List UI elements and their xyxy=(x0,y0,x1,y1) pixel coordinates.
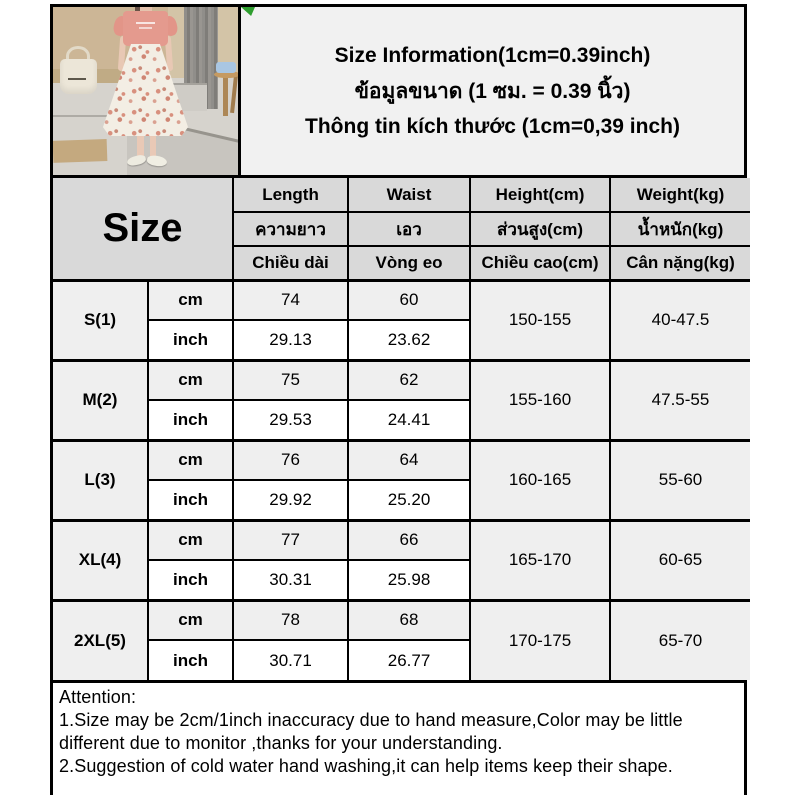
length-cm-value: 74 xyxy=(232,278,350,321)
unit-cell: cm xyxy=(146,358,235,401)
size-chart-content: Size Information(1cm=0.39inch) ข้อมูลขนา… xyxy=(50,4,752,796)
waist-inch-value: 24.41 xyxy=(347,399,472,441)
weight-range: 60-65 xyxy=(609,518,752,601)
unit-cell: cm xyxy=(146,518,235,561)
size-table: Size Length Waist Height(cm) Weight(kg) … xyxy=(51,177,752,681)
top-band: Size Information(1cm=0.39inch) ข้อมูลขนา… xyxy=(53,7,744,178)
col-header-height-th: ส่วนสูง(cm) xyxy=(469,211,612,247)
height-range: 160-165 xyxy=(469,438,612,521)
title-english: Size Information(1cm=0.39inch) xyxy=(334,43,651,67)
unit-cell: inch xyxy=(146,639,235,681)
size-label-l: L(3) xyxy=(52,438,149,521)
col-header-length-en: Length xyxy=(232,177,350,213)
unit-cell: inch xyxy=(146,479,235,521)
waist-inch-value: 26.77 xyxy=(347,639,472,681)
size-label-m: M(2) xyxy=(52,358,149,441)
length-cm-value: 76 xyxy=(232,438,350,481)
waist-cm-value: 68 xyxy=(347,598,472,641)
waist-cm-value: 66 xyxy=(347,518,472,561)
length-inch-value: 30.71 xyxy=(232,639,350,681)
waist-cm-value: 62 xyxy=(347,358,472,401)
photo-tote-bag xyxy=(60,59,98,95)
model-leg xyxy=(137,131,145,160)
unit-cell: inch xyxy=(146,559,235,601)
title-box: Size Information(1cm=0.39inch) ข้อมูลขนา… xyxy=(241,7,744,175)
col-header-waist-th: เอว xyxy=(347,211,472,247)
length-inch-value: 29.53 xyxy=(232,399,350,441)
attention-note-1: 1.Size may be 2cm/1inch inaccuracy due t… xyxy=(59,710,683,753)
col-header-weight-th: น้ำหนัก(kg) xyxy=(609,211,752,247)
col-header-waist-vi: Vòng eo xyxy=(347,245,472,281)
height-range: 170-175 xyxy=(469,598,612,681)
weight-range: 40-47.5 xyxy=(609,278,752,361)
col-header-height-en: Height(cm) xyxy=(469,177,612,213)
size-label-s: S(1) xyxy=(52,278,149,361)
weight-range: 55-60 xyxy=(609,438,752,521)
height-range: 165-170 xyxy=(469,518,612,601)
col-header-weight-en: Weight(kg) xyxy=(609,177,752,213)
title-vietnamese: Thông tin kích thước (1cm=0,39 inch) xyxy=(305,114,680,138)
photo-tote-text xyxy=(67,77,87,80)
photo-tote-handle xyxy=(65,45,90,66)
waist-cm-value: 64 xyxy=(347,438,472,481)
waist-inch-value: 23.62 xyxy=(347,319,472,361)
model-top-print xyxy=(136,22,155,24)
height-range: 155-160 xyxy=(469,358,612,441)
length-cm-value: 75 xyxy=(232,358,350,401)
unit-cell: cm xyxy=(146,438,235,481)
size-label-2xl: 2XL(5) xyxy=(52,598,149,681)
model-leg xyxy=(149,131,157,160)
weight-range: 65-70 xyxy=(609,598,752,681)
photo-stool-top xyxy=(213,70,238,78)
waist-inch-value: 25.98 xyxy=(347,559,472,601)
model-hair xyxy=(135,7,141,13)
col-header-waist-en: Waist xyxy=(347,177,472,213)
model-pink-top xyxy=(123,11,168,47)
model-neck xyxy=(139,7,152,15)
photo-ledge-line xyxy=(53,114,135,117)
col-header-height-vi: Chiều cao(cm) xyxy=(469,245,612,281)
length-inch-value: 29.92 xyxy=(232,479,350,521)
photo-wood-strip xyxy=(53,138,108,163)
unit-cell: cm xyxy=(146,278,235,321)
length-inch-value: 29.13 xyxy=(232,319,350,361)
photo-stool-leg xyxy=(223,75,228,117)
length-cm-value: 77 xyxy=(232,518,350,561)
col-header-length-vi: Chiều dài xyxy=(232,245,350,281)
unit-cell: inch xyxy=(146,399,235,441)
length-inch-value: 30.31 xyxy=(232,559,350,601)
length-cm-value: 78 xyxy=(232,598,350,641)
col-header-length-th: ความยาว xyxy=(232,211,350,247)
attention-note-2: 2.Suggestion of cold water hand washing,… xyxy=(59,756,673,776)
unit-cell: cm xyxy=(146,598,235,641)
attention-section: Attention: 1.Size may be 2cm/1inch inacc… xyxy=(53,680,744,796)
green-corner-marker-icon xyxy=(241,7,255,16)
model-top-print xyxy=(139,27,152,29)
waist-inch-value: 25.20 xyxy=(347,479,472,521)
size-header-cell: Size xyxy=(51,177,235,281)
unit-cell: inch xyxy=(146,319,235,361)
attention-heading: Attention: xyxy=(59,687,137,707)
col-header-weight-vi: Cân nặng(kg) xyxy=(609,245,752,281)
product-photo xyxy=(53,7,241,175)
height-range: 150-155 xyxy=(469,278,612,361)
size-label-xl: XL(4) xyxy=(52,518,149,601)
weight-range: 47.5-55 xyxy=(609,358,752,441)
photo-stool-cloth xyxy=(215,62,237,73)
title-thai: ข้อมูลขนาด (1 ซม. = 0.39 นิ้ว) xyxy=(354,79,631,103)
waist-cm-value: 60 xyxy=(347,278,472,321)
